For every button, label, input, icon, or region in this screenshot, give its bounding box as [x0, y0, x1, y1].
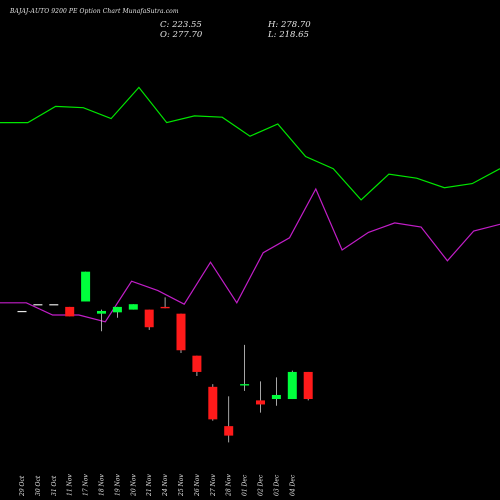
candle-body: [49, 304, 59, 306]
candle: [112, 306, 122, 318]
x-tick-label: 02 Dec: [258, 474, 265, 496]
candle: [176, 313, 186, 353]
candle-body: [33, 304, 43, 306]
upper-indicator-line: [0, 86, 500, 201]
open-value: O: 277.70: [160, 30, 203, 40]
candle: [17, 310, 27, 313]
x-tick-label: 28 Nov: [226, 474, 233, 497]
x-tick-label: 21 Nov: [146, 474, 153, 497]
candle: [49, 304, 59, 306]
candles: [17, 271, 313, 443]
lower-indicator-line: [0, 187, 500, 323]
candle-body: [224, 426, 234, 436]
x-tick-label: 26 Nov: [194, 474, 201, 497]
high-value: H: 278.70: [268, 20, 311, 30]
candle: [97, 309, 106, 332]
candle: [240, 344, 250, 391]
candle: [287, 370, 297, 400]
candle: [303, 371, 313, 401]
candle: [256, 381, 265, 413]
candle-body: [97, 310, 106, 314]
candle-body: [17, 310, 27, 313]
x-tick-label: 27 Nov: [210, 474, 217, 497]
x-tick-label: 20 Nov: [130, 474, 137, 497]
candle: [144, 309, 154, 330]
candle: [192, 355, 202, 376]
close-value: C: 223.55: [160, 20, 202, 30]
x-tick-label: 11 Nov: [67, 474, 74, 496]
candle-body: [303, 371, 313, 400]
x-axis-labels: 29 Oct 30 Oct 31 Oct 11 Nov 17 Nov 18 Nov 19 N…: [19, 474, 296, 497]
candle-body: [81, 271, 91, 302]
candle-body: [271, 394, 281, 400]
x-tick-label: 03 Dec: [273, 474, 280, 496]
candle-body: [128, 304, 138, 310]
candle-body: [240, 384, 250, 386]
candle: [160, 297, 170, 309]
candle-body: [287, 371, 297, 400]
x-tick-label: 31 Oct: [51, 475, 58, 496]
candle-body: [176, 313, 186, 351]
candle-body: [256, 400, 265, 405]
low-value: L: 218.65: [268, 30, 309, 40]
candle: [33, 304, 43, 306]
candle-body: [160, 306, 170, 309]
candle-body: [192, 355, 202, 372]
candle: [65, 306, 75, 317]
x-tick-label: 18 Nov: [99, 474, 106, 496]
x-tick-label: 04 Dec: [289, 474, 296, 496]
candle: [224, 396, 234, 443]
candle: [271, 377, 281, 406]
candle: [208, 384, 218, 421]
x-tick-label: 01 Dec: [242, 474, 249, 496]
candle-body: [208, 386, 218, 420]
x-tick-label: 24 Nov: [162, 474, 169, 497]
candle: [128, 304, 138, 310]
candle-body: [65, 306, 75, 317]
x-tick-label: 29 Oct: [19, 475, 26, 497]
x-tick-label: 19 Nov: [114, 474, 121, 496]
x-tick-label: 17 Nov: [83, 474, 90, 496]
x-tick-label: 25 Nov: [178, 474, 185, 497]
candle: [81, 271, 91, 302]
indicator-lines: [0, 86, 500, 323]
chart-title: BAJAJ-AUTO 9200 PE Option Chart MunafaSu…: [10, 8, 179, 15]
x-tick-label: 30 Oct: [35, 475, 42, 496]
candle-body: [112, 306, 122, 313]
candle-body: [144, 309, 154, 328]
